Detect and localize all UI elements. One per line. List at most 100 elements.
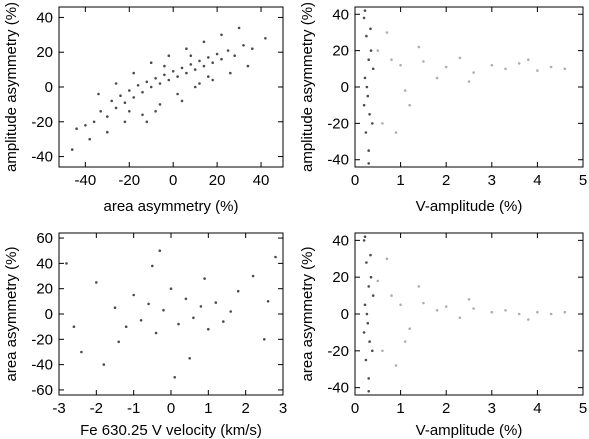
point-tr-s0-11 (365, 85, 369, 89)
xtick-label-br-1: 1 (396, 400, 404, 417)
point-br-s1-8 (458, 316, 462, 320)
xtick-label-tr-4: 4 (533, 172, 541, 189)
point-br-s0-2 (367, 285, 371, 288)
point-tr-s1-1 (381, 122, 384, 125)
ytick-label-br-3: 20 (332, 269, 349, 286)
panel-tr-points (362, 9, 567, 165)
point-tl-s0-5 (110, 99, 113, 103)
point-tr-s1-11 (504, 67, 507, 71)
point-tl-s0-55 (237, 26, 241, 30)
point-tl-s0-25 (198, 59, 201, 63)
xtick-label-tr-2: 2 (442, 172, 450, 189)
point-tl-s0-47 (114, 82, 118, 85)
point-br-s1-4 (408, 327, 412, 331)
point-bl-s0-8 (177, 322, 180, 326)
xtick-label-br-5: 5 (579, 400, 587, 417)
point-tl-s0-0 (75, 127, 78, 130)
point-tr-s1-9 (472, 71, 475, 74)
xtick-label-br-2: 2 (442, 400, 450, 417)
panel-tl-ylabel: amplitude asymmetry (%) (3, 2, 20, 172)
ytick-label-tr-2: 0 (341, 79, 349, 96)
point-tl-s0-26 (202, 64, 206, 68)
point-br-s0-0 (362, 239, 366, 242)
point-br-s1-6 (435, 309, 439, 312)
point-br-s1-2 (390, 294, 393, 297)
panel-bl-ylabel: area asymmetry (%) (3, 246, 20, 381)
point-bl-s0-28 (158, 249, 162, 252)
point-tr-s1-4 (408, 103, 412, 107)
point-tr-s0-12 (367, 162, 371, 165)
point-tl-s0-14 (149, 85, 153, 89)
point-br-s1-21 (527, 318, 530, 321)
point-bl-s0-13 (214, 301, 218, 304)
panel-tl-xlabel: area asymmetry (%) (103, 198, 238, 215)
point-bl-s0-22 (274, 255, 277, 259)
point-tl-s0-17 (163, 73, 166, 77)
xtick-label-bl-4: 1 (204, 400, 212, 417)
point-br-s1-17 (394, 364, 398, 367)
panel-br-points (362, 235, 567, 393)
ytick-label-bl-5: 40 (36, 255, 53, 272)
point-tl-s0-11 (136, 84, 140, 87)
point-tl-s0-39 (141, 113, 144, 117)
point-tl-s0-9 (128, 89, 131, 92)
point-bl-s0-5 (154, 331, 158, 335)
xtick-label-bl-1: -2 (90, 400, 103, 417)
point-tl-s0-37 (106, 130, 109, 134)
point-tl-s0-45 (246, 64, 250, 68)
ytick-label-br-0: -40 (327, 380, 349, 397)
point-br-s1-15 (563, 310, 567, 314)
panel-tl-frame (58, 6, 284, 168)
point-tl-s0-42 (193, 85, 197, 89)
point-tl-s0-29 (215, 52, 219, 56)
point-tl-s0-36 (88, 137, 91, 141)
panel-tl-ticks: -40 -20 0 20 40 -40 -20 0 20 40 (31, 7, 283, 189)
point-br-s1-11 (504, 309, 507, 312)
xtick-label-tr-0: 0 (351, 172, 359, 189)
point-tl-s0-48 (132, 71, 135, 75)
xtick-label-tl-2: 0 (169, 172, 177, 189)
point-tr-s0-6 (364, 131, 368, 134)
panel-bl-ticks: -3 -2 -1 0 1 2 3 -60 -40 -20 0 20 40 60 (31, 230, 287, 417)
point-bl-s0-12 (207, 327, 210, 331)
point-tl-s0-41 (176, 92, 179, 96)
point-tl-s0-16 (158, 82, 162, 85)
point-br-s0-6 (364, 358, 368, 362)
point-bl-s0-18 (102, 363, 106, 366)
point-tr-s0-3 (363, 76, 367, 80)
point-tr-s1-20 (467, 80, 471, 83)
point-br-s1-20 (467, 298, 471, 301)
xtick-label-bl-6: 3 (279, 400, 287, 417)
point-br-s1-19 (403, 340, 407, 343)
point-bl-s0-2 (132, 293, 135, 297)
point-tl-s0-8 (123, 101, 127, 104)
point-tl-s0-27 (207, 56, 210, 59)
ytick-label-bl-3: 0 (45, 306, 53, 323)
point-tl-s0-30 (220, 57, 223, 61)
point-br-s0-10 (371, 294, 375, 297)
point-tr-s1-21 (527, 58, 530, 61)
point-tr-s1-5 (422, 60, 425, 63)
point-tr-s1-19 (403, 89, 407, 92)
point-tl-s0-62 (207, 75, 210, 78)
ytick-label-tr-3: 20 (332, 43, 349, 60)
xtick-label-tr-3: 3 (488, 172, 496, 189)
point-bl-s0-11 (199, 305, 203, 308)
point-tr-s1-12 (517, 62, 521, 65)
point-tl-s0-46 (97, 92, 100, 96)
xtick-label-bl-3: 0 (167, 400, 175, 417)
panel-br-ticks: 0 1 2 3 4 5 -40 -20 0 20 40 (327, 232, 587, 417)
panel-tr-ylabel: amplitude asymmetry (%) (299, 2, 316, 172)
xtick-label-tl-3: 20 (209, 172, 226, 189)
point-br-s1-16 (385, 257, 389, 261)
point-tr-s0-9 (362, 103, 366, 107)
xtick-label-bl-0: -3 (52, 400, 65, 417)
point-tr-s0-8 (369, 49, 373, 52)
xtick-label-tl-4: 40 (253, 172, 270, 189)
panel-tl: -40 -20 0 20 40 -40 -20 0 20 40 area asymmetry (%… (3, 2, 284, 215)
panel-br-frame (354, 232, 584, 396)
xtick-label-tr-5: 5 (579, 172, 587, 189)
point-tl-s0-32 (233, 54, 236, 57)
point-tl-s0-40 (158, 103, 162, 106)
